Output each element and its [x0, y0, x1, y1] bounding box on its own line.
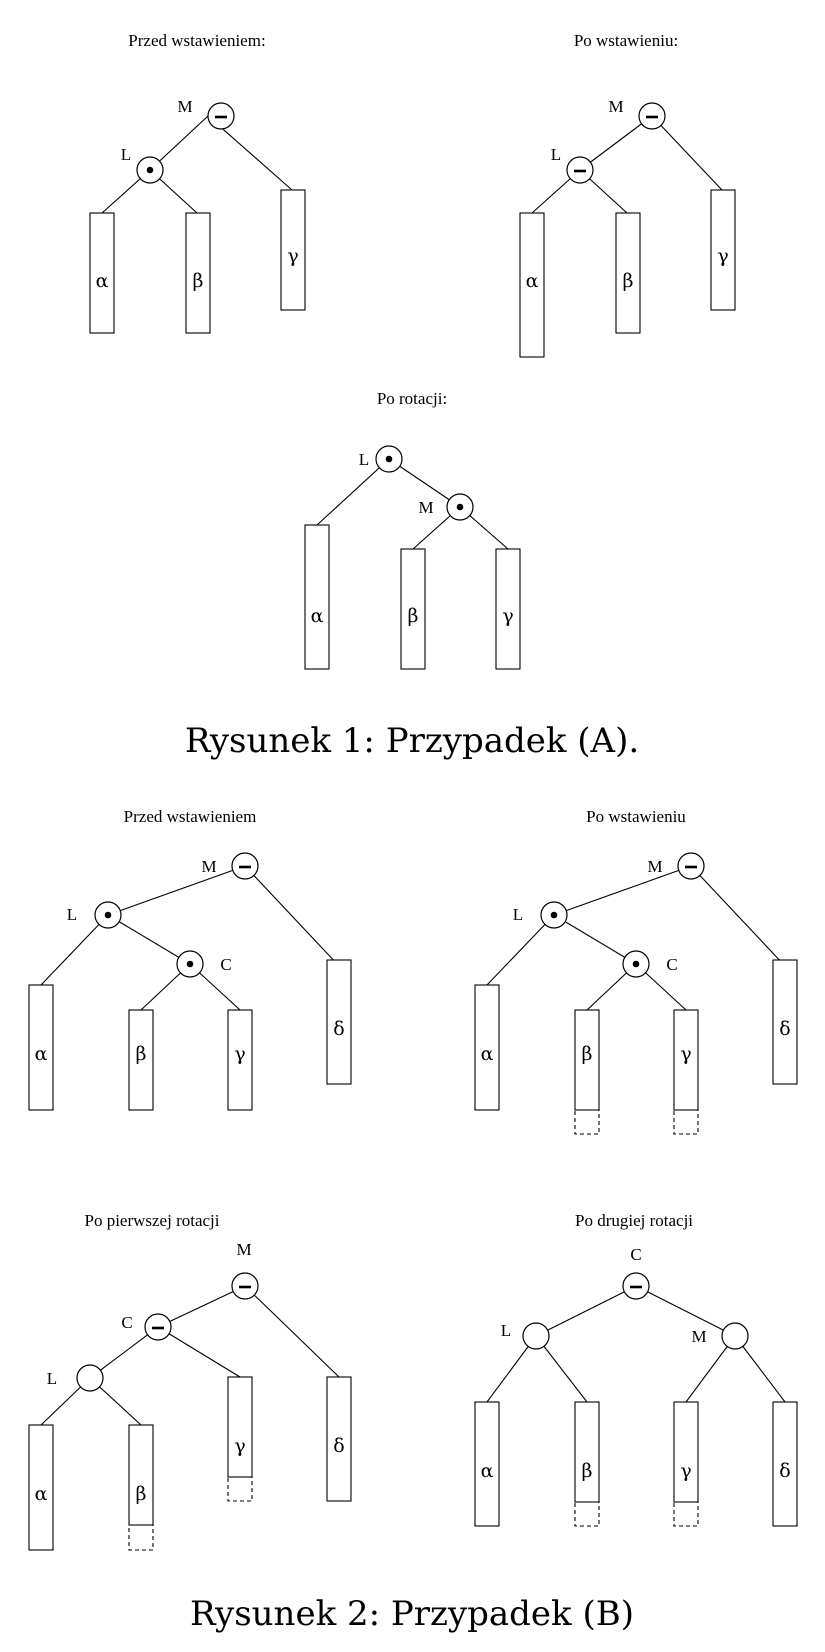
gamma-extra-level — [673, 1501, 699, 1527]
panel-title: Po pierwszej rotacji — [84, 1211, 219, 1230]
panel-title: Po wstawieniu: — [574, 31, 678, 50]
subtree-alpha — [89, 212, 115, 334]
node-m-label: M — [201, 857, 216, 876]
subtree-alpha — [304, 524, 330, 670]
gamma-extra-level — [673, 1109, 699, 1135]
beta-extra-level — [128, 1524, 154, 1551]
subtree-gamma — [280, 189, 306, 311]
panel-title: Po rotacji: — [377, 389, 447, 408]
node-l-label: L — [67, 905, 77, 924]
node-l-label: L — [551, 145, 561, 164]
delta-label: δ — [333, 1435, 344, 1457]
fig2-panel-after: Po wstawieniu α β γ δ M L C — [474, 807, 798, 1135]
subtree-gamma — [227, 1009, 253, 1111]
fig2-panel-second-rotation: Po drugiej rotacji α β γ δ C L M — [474, 1211, 798, 1527]
panel-title: Po wstawieniu — [586, 807, 686, 826]
subtree-beta — [128, 1424, 154, 1526]
subtree-beta — [574, 1401, 600, 1503]
alpha-label: α — [481, 1460, 494, 1482]
node-c-label: C — [666, 955, 677, 974]
node-m-empty — [721, 1322, 749, 1350]
node-m-label: M — [236, 1240, 251, 1259]
fig1-panel-rotation: Po rotacji: α β γ L M — [304, 389, 521, 670]
subtree-gamma — [673, 1401, 699, 1503]
beta-label: β — [136, 1043, 147, 1065]
gamma-label: γ — [287, 245, 298, 267]
gamma-label: γ — [502, 605, 513, 627]
node-c-label: C — [121, 1313, 132, 1332]
alpha-label: α — [35, 1483, 48, 1505]
subtree-beta — [128, 1009, 154, 1111]
beta-label: β — [582, 1043, 593, 1065]
subtree-beta — [400, 548, 426, 670]
delta-label: δ — [779, 1018, 790, 1040]
subtree-gamma — [495, 548, 521, 670]
subtree-alpha — [474, 1401, 500, 1527]
node-m-label: M — [418, 498, 433, 517]
subtree-delta — [326, 1376, 352, 1502]
node-l-label: L — [501, 1321, 511, 1340]
gamma-label: γ — [680, 1460, 691, 1482]
alpha-label: α — [526, 270, 539, 292]
beta-label: β — [582, 1460, 593, 1482]
beta-label: β — [193, 270, 204, 292]
alpha-label: α — [35, 1043, 48, 1065]
node-l-label: L — [47, 1369, 57, 1388]
subtree-delta — [326, 959, 352, 1085]
beta-label: β — [408, 605, 419, 627]
node-m-label: M — [691, 1327, 706, 1346]
node-l-label: L — [359, 450, 369, 469]
node-l-label: L — [121, 145, 131, 164]
subtree-alpha — [474, 984, 500, 1111]
subtree-gamma — [710, 189, 736, 311]
subtree-beta — [574, 1009, 600, 1111]
subtree-alpha — [28, 984, 54, 1111]
subtree-gamma — [673, 1009, 699, 1111]
node-c-label: C — [630, 1245, 641, 1264]
subtree-beta — [615, 212, 641, 334]
delta-label: δ — [333, 1018, 344, 1040]
panel-title: Przed wstawieniem: — [128, 31, 265, 50]
beta-label: β — [136, 1483, 147, 1505]
gamma-label: γ — [234, 1435, 245, 1457]
fig1-panel-before: Przed wstawieniem: α β γ M L — [89, 31, 306, 334]
node-m-label: M — [647, 857, 662, 876]
alpha-label: α — [311, 605, 324, 627]
subtree-beta — [185, 212, 211, 334]
delta-label: δ — [779, 1460, 790, 1482]
node-l-empty — [76, 1364, 104, 1392]
fig1-panel-after: Po wstawieniu: α β γ M L — [519, 31, 736, 358]
subtree-delta — [772, 959, 798, 1085]
node-l-empty — [522, 1322, 550, 1350]
beta-extra-level — [574, 1501, 600, 1527]
node-m-label: M — [177, 97, 192, 116]
gamma-label: γ — [717, 245, 728, 267]
gamma-label: γ — [680, 1043, 691, 1065]
subtree-alpha — [519, 212, 545, 358]
gamma-extra-level — [227, 1476, 253, 1502]
alpha-label: α — [481, 1043, 494, 1065]
alpha-label: α — [96, 270, 109, 292]
panel-title: Przed wstawieniem — [124, 807, 257, 826]
node-m-label: M — [608, 97, 623, 116]
fig2-panel-first-rotation: Po pierwszej rotacji α β γ δ M C L — [28, 1211, 352, 1551]
fig2-panel-before: Przed wstawieniem α β γ δ M L C — [28, 807, 352, 1111]
figure1-caption: Rysunek 1: Przypadek (A). — [185, 721, 639, 761]
beta-label: β — [623, 270, 634, 292]
node-l-label: L — [513, 905, 523, 924]
subtree-delta — [772, 1401, 798, 1527]
figure2-caption: Rysunek 2: Przypadek (B) — [190, 1594, 634, 1634]
gamma-label: γ — [234, 1043, 245, 1065]
subtree-alpha — [28, 1424, 54, 1551]
beta-extra-level — [574, 1109, 600, 1135]
node-c-label: C — [220, 955, 231, 974]
panel-title: Po drugiej rotacji — [575, 1211, 693, 1230]
subtree-gamma — [227, 1376, 253, 1478]
